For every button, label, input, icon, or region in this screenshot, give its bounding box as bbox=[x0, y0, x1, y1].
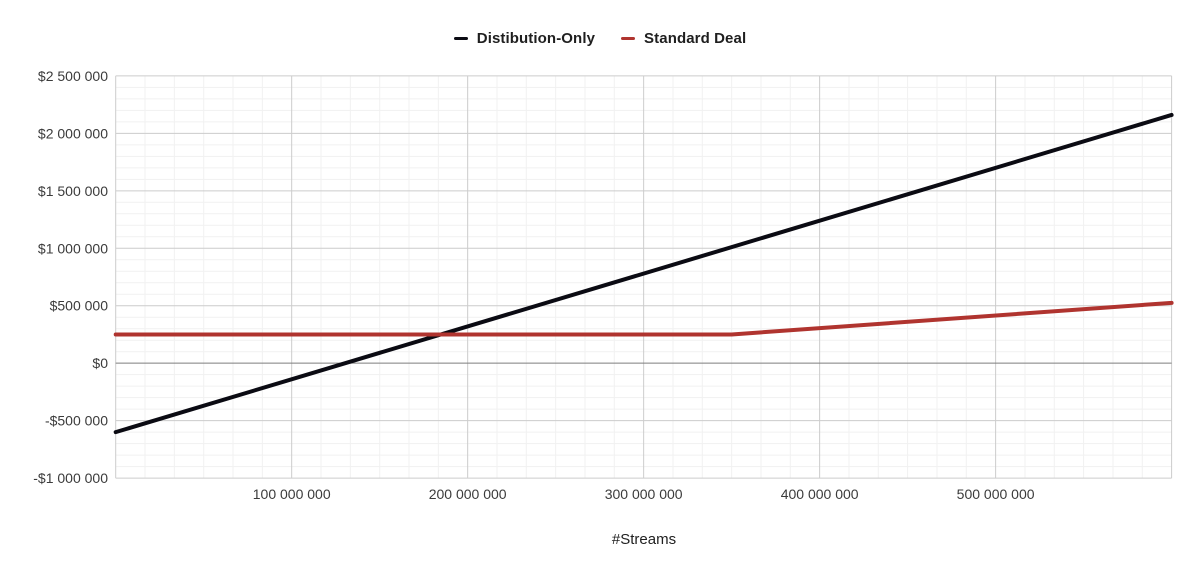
legend-label: Standard Deal bbox=[644, 30, 747, 47]
major-gridlines bbox=[115, 75, 1173, 479]
y-tick-label: $0 bbox=[92, 355, 108, 371]
axis-tick-labels: $2 500 000 $2 000 000 $1 500 000 $1 000 000… bbox=[33, 68, 1034, 502]
legend: Distibution-Only Standard Deal bbox=[0, 30, 1200, 47]
y-tick-label: -$1 000 000 bbox=[33, 470, 108, 486]
y-tick-label: $2 000 000 bbox=[38, 125, 108, 141]
x-tick-label: 300 000 000 bbox=[605, 486, 683, 502]
legend-item-distibution-only: Distibution-Only bbox=[453, 30, 596, 47]
y-tick-label: $2 500 000 bbox=[38, 68, 108, 84]
x-axis-title: #Streams bbox=[611, 531, 677, 548]
x-tick-label: 500 000 000 bbox=[957, 486, 1035, 502]
y-tick-label: $1 000 000 bbox=[38, 240, 108, 256]
series-line-distibution-only bbox=[113, 112, 1174, 435]
y-tick-label: -$500 000 bbox=[45, 413, 108, 429]
y-tick-label: $1 500 000 bbox=[38, 183, 108, 199]
legend-item-standard-deal: Standard Deal bbox=[621, 30, 746, 47]
x-tick-label: 400 000 000 bbox=[781, 486, 859, 502]
x-tick-label: 200 000 000 bbox=[429, 486, 507, 502]
legend-label: Distibution-Only bbox=[476, 30, 596, 47]
legend-dash-icon bbox=[453, 37, 468, 40]
legend-dash-icon bbox=[621, 37, 636, 40]
series-line-standard-deal bbox=[113, 300, 1174, 337]
y-tick-label: $500 000 bbox=[50, 298, 109, 314]
x-tick-label: 100 000 000 bbox=[253, 486, 331, 502]
